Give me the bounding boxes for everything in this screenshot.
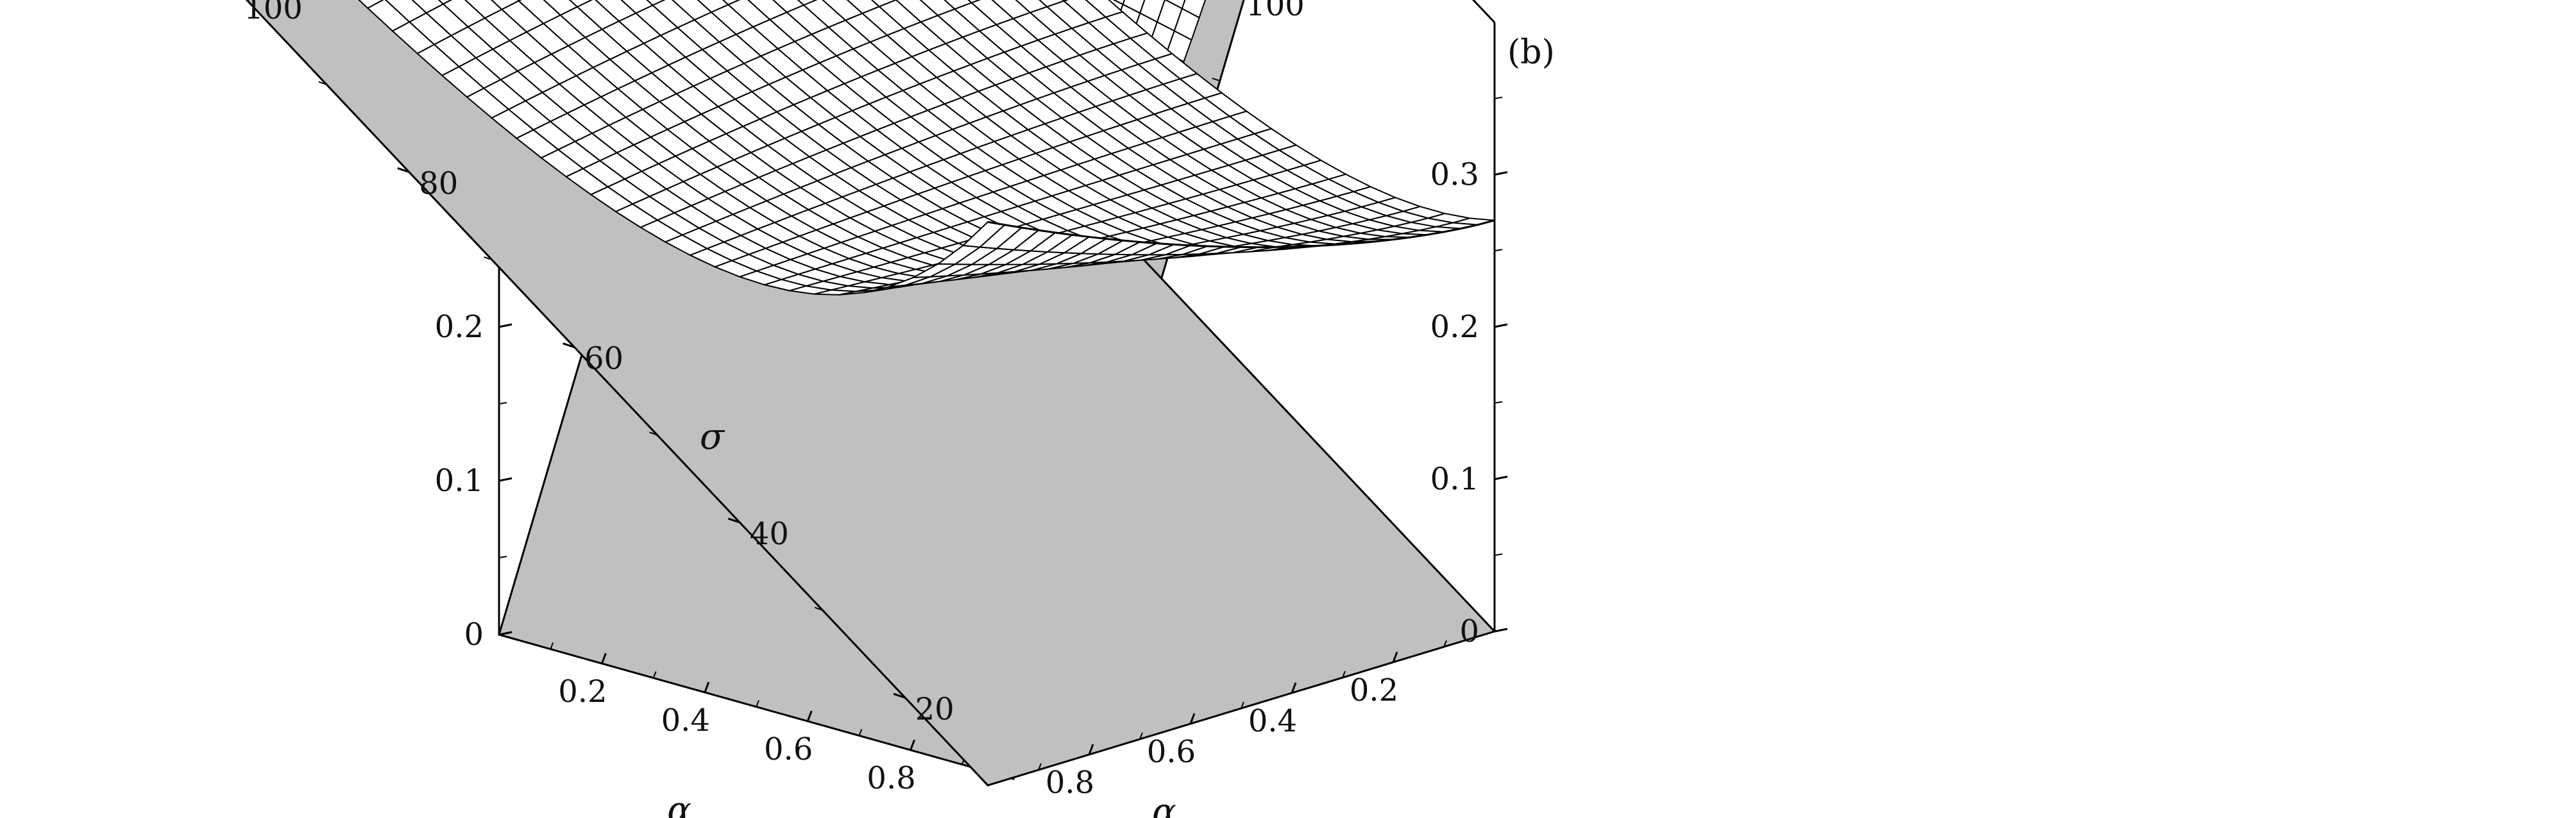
y-tick-label: 100 [1246,0,1305,23]
surface-front-edge [1325,243,1343,247]
x-tick-label: 0.4 [1248,703,1297,739]
x-tick-label: 0.6 [764,731,813,767]
surface-front-edge [987,221,1005,226]
y-minor-tick [649,431,657,436]
x-minor-tick [1342,671,1346,678]
surface-front-edge [1342,242,1360,246]
z-tick-label: 0.1 [435,463,484,499]
x-minor-tick [652,671,657,678]
surface-front-edge [1443,228,1461,233]
panel-label: (b) [1507,33,1555,72]
z-tick [1494,476,1508,480]
x-minor-tick [858,729,863,736]
y-minor-tick [814,606,823,611]
surface-front-edge [1173,243,1191,247]
surface-front-edge [1004,224,1022,229]
y-tick [893,692,906,699]
x-tick [1392,651,1398,663]
z-tick [498,631,513,636]
surface-front-edge [1376,238,1394,243]
y-tick-label: 20 [915,691,954,727]
x-tick-label: 0.2 [558,674,607,710]
z-tick-label: 0 [464,617,484,653]
surface-front-edge [1393,236,1411,241]
x-tick [600,653,607,664]
x-tick [910,739,916,751]
x-minor-tick [1038,763,1042,771]
z-tick [1494,323,1508,328]
z-tick-label: 0.1 [1430,462,1479,497]
x-tick [1291,682,1297,694]
x-tick-label: 0.8 [867,760,915,796]
z-minor-tick [1494,96,1503,99]
z-minor-tick [498,402,507,405]
surface-front-edge [1207,245,1224,248]
x-tick-label: 0.2 [1350,672,1398,708]
surface-front-edge [1123,239,1140,244]
y-tick [563,342,575,349]
x-minor-tick [1139,732,1143,740]
z-tick [1494,171,1508,176]
x-minor-tick [550,642,554,649]
surface-front-edge [1055,231,1072,236]
z-tick-label: 0.3 [1430,157,1479,193]
z-minor-tick [1494,553,1503,556]
x-tick [806,710,813,722]
z-tick-label: 0.2 [435,309,484,345]
y-minor-tick [484,256,492,260]
surface-front-edge [1106,238,1123,242]
surface-front-edge [1461,224,1478,230]
z-tick-label: 0 [1459,614,1479,649]
surface-front-edge [1477,219,1495,226]
surface-front-edge [1139,241,1157,245]
y-axis-label: σ [700,416,725,458]
surface-front-edge [1072,233,1090,238]
x-tick-label: 0.6 [1147,734,1196,770]
y-tick-label: 40 [750,516,789,552]
z-minor-tick [1494,401,1503,404]
y-tick-label: 100 [244,0,303,26]
x-axis-label: α [667,790,691,818]
surface-front-edge [1291,245,1309,248]
x-tick-label: 0.8 [1046,765,1094,801]
surface-front-edge [1089,236,1106,240]
y-tick-label: 60 [584,341,623,377]
x-minor-tick [1443,640,1447,647]
y-tick-label: 80 [419,165,458,201]
panel-b: 00.10.20.30.20.40.60.820406080100ασMai,m… [244,0,1555,818]
x-tick [1189,713,1196,724]
surface-front-edge [1359,240,1377,244]
x-axis-label: α [1152,791,1176,818]
surface-front-edge [1410,233,1427,238]
z-tick [498,477,513,482]
surface-front-edge [1021,226,1039,231]
y-minor-tick [318,81,327,85]
x-tick-label: 0.4 [661,703,710,739]
x-tick [1088,744,1094,755]
surface-front-edge [1427,231,1445,236]
y-tick [727,517,740,524]
z-tick [1494,628,1508,633]
surface-front-edge [1038,229,1056,234]
z-minor-tick [498,556,507,558]
surface-front-edge [1157,242,1174,246]
x-minor-tick [1241,701,1244,709]
z-minor-tick [1494,249,1503,252]
z-tick-label: 0.2 [1430,309,1479,345]
z-tick [498,323,513,328]
x-tick [704,681,710,693]
y-minor-tick [1212,78,1221,82]
y-tick [397,167,410,173]
x-minor-tick [756,700,759,707]
